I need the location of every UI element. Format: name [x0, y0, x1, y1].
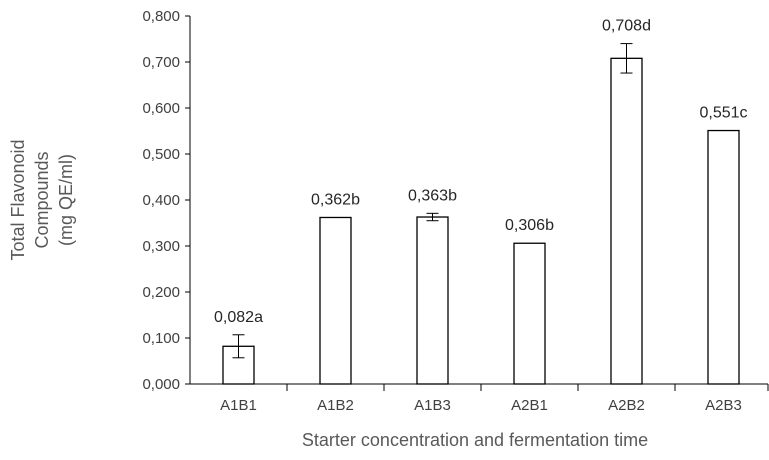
- data-label: 0,306b: [505, 217, 554, 234]
- x-tick-label: A1B3: [414, 397, 451, 414]
- bar: [707, 129, 740, 385]
- y-tick-label: 0,200: [142, 284, 180, 301]
- y-axis-title-line-2: Compounds: [32, 151, 52, 248]
- x-tick-label: A1B1: [220, 397, 257, 414]
- bar: [416, 216, 449, 385]
- data-label: 0,708d: [602, 18, 651, 35]
- bar: [610, 57, 643, 385]
- data-label: 0,082a: [214, 309, 263, 326]
- x-tick-label: A1B2: [317, 397, 354, 414]
- y-tick-label: 0,100: [142, 330, 180, 347]
- bar: [319, 216, 352, 385]
- y-tick-label: 0,800: [142, 8, 180, 25]
- y-tick-label: 0,400: [142, 192, 180, 209]
- data-label: 0,551c: [699, 105, 747, 122]
- x-axis-title: Starter concentration and fermentation t…: [302, 430, 648, 450]
- y-axis-title: Total Flavonoid Compounds (mg QE/ml): [8, 139, 76, 260]
- y-tick-label: 0,600: [142, 100, 180, 117]
- data-label: 0,362b: [311, 191, 360, 208]
- y-tick-label: 0,300: [142, 238, 180, 255]
- y-tick-label: 0,000: [142, 376, 180, 393]
- x-tick-label: A2B1: [511, 397, 548, 414]
- bar: [513, 242, 546, 385]
- y-tick-label: 0,500: [142, 146, 180, 163]
- y-axis-title-line-3: (mg QE/ml): [56, 154, 76, 246]
- plot-area: 0,000 0,100 0,200 0,300 0,400 0,500 0,600 0,700…: [142, 8, 769, 414]
- y-axis-title-line-1: Total Flavonoid: [8, 139, 28, 260]
- x-tick-label: A2B3: [705, 397, 742, 414]
- y-tick-label: 0,700: [142, 54, 180, 71]
- x-tick-label: A2B2: [608, 397, 645, 414]
- data-label: 0,363b: [408, 187, 457, 204]
